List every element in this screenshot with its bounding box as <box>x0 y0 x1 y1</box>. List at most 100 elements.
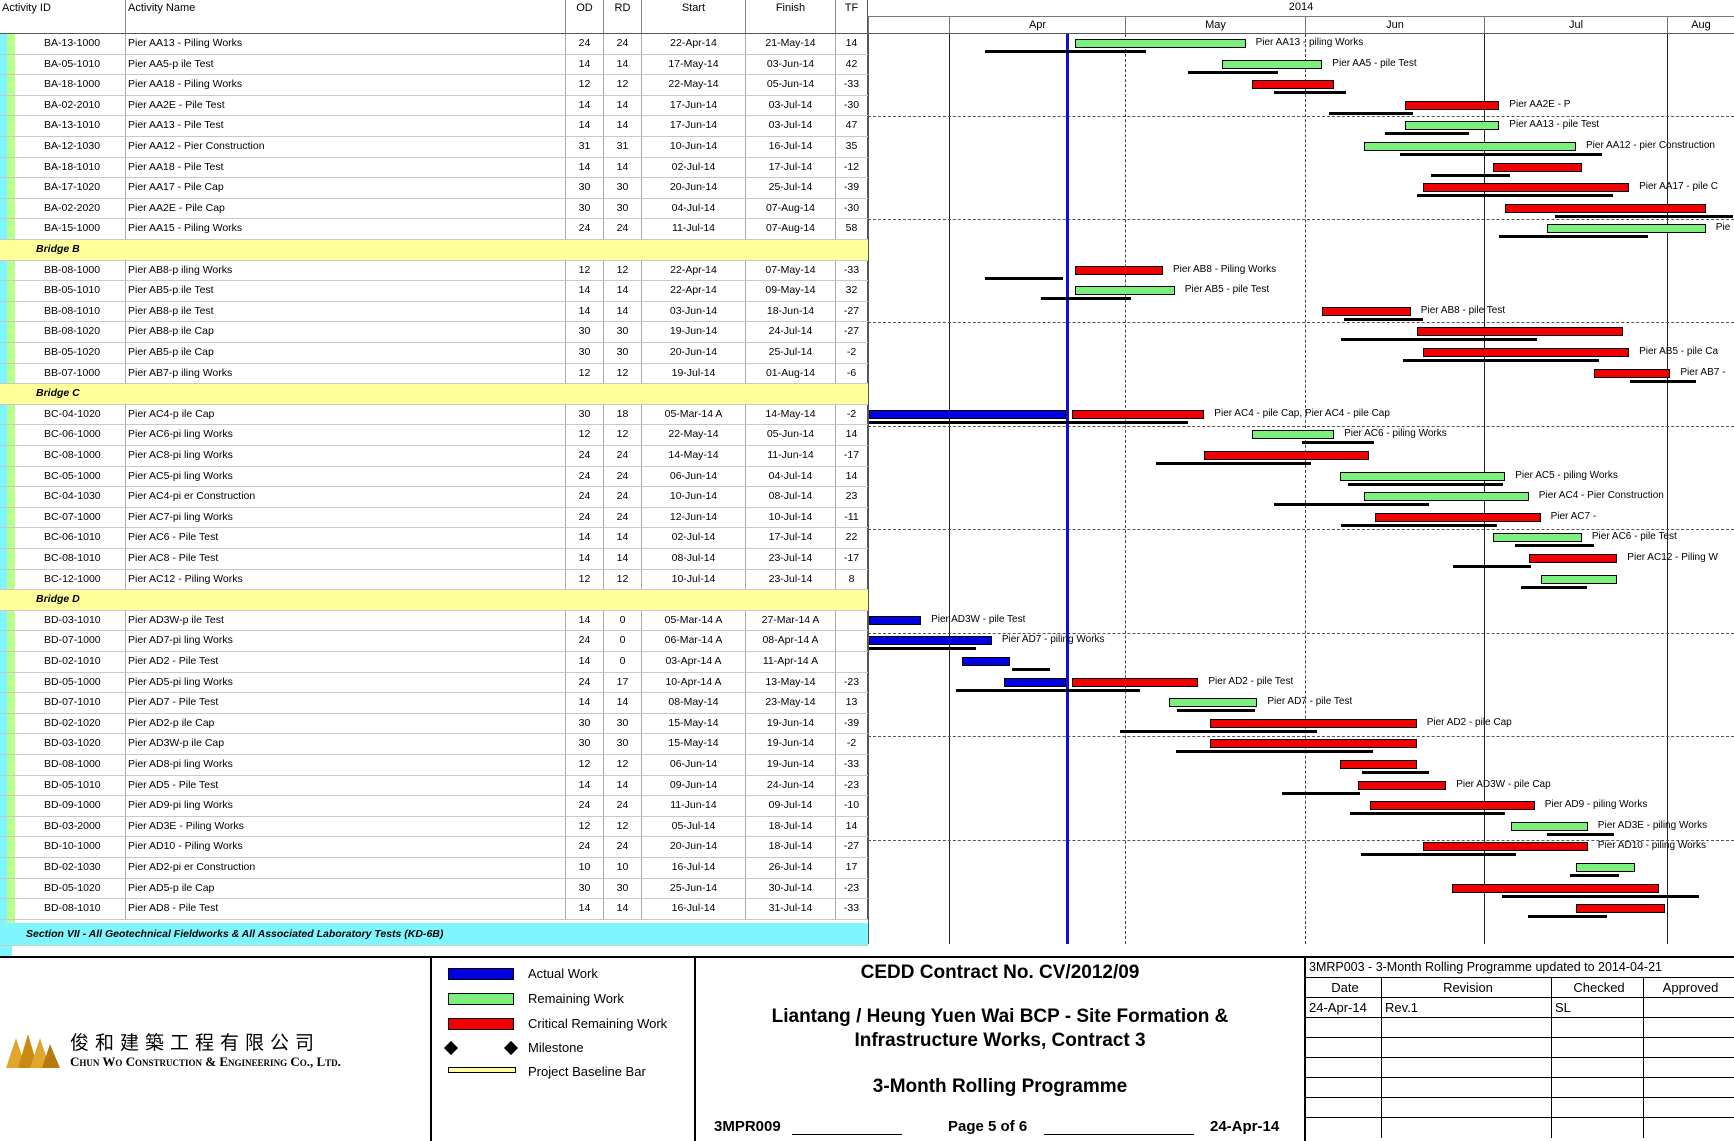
activity-row[interactable]: BD-02-1020 Pier AD2-p ile Cap 30 30 15-May-1… <box>0 713 868 735</box>
critical-remaining-bar[interactable] <box>1576 904 1665 914</box>
remaining-duration: 31 <box>604 137 642 157</box>
col-header-rd[interactable]: RD <box>604 0 642 34</box>
actual-work-bar[interactable] <box>869 615 922 625</box>
activity-row[interactable]: BC-08-1000 Pier AC8-pi ling Works 24 24 14-M… <box>0 446 868 467</box>
activity-row[interactable]: BA-18-1010 Pier AA18 - Pile Test 14 14 02-Ju… <box>0 157 868 179</box>
activity-row[interactable]: BA-02-2010 Pier AA2E - Pile Test 14 14 17-Ju… <box>0 95 868 117</box>
remaining-work-bar[interactable] <box>1511 821 1588 831</box>
activity-row[interactable]: BA-13-1010 Pier AA13 - Pile Test 14 14 17-Ju… <box>0 116 868 137</box>
col-header-id[interactable]: Activity ID <box>0 0 126 34</box>
remaining-work-bar[interactable] <box>1074 286 1175 296</box>
col-header-name[interactable]: Activity Name <box>126 0 566 34</box>
remaining-work-bar[interactable] <box>1546 224 1706 234</box>
critical-remaining-bar[interactable] <box>1210 739 1417 749</box>
activity-row[interactable]: BC-04-1020 Pier AC4-p ile Cap 30 18 05-Mar-1… <box>0 404 868 426</box>
col-header-finish[interactable]: Finish <box>746 0 836 34</box>
col-header-start[interactable]: Start <box>642 0 746 34</box>
critical-remaining-bar[interactable] <box>1422 842 1588 852</box>
group-row[interactable]: Bridge D <box>0 590 868 611</box>
activity-row[interactable]: BB-08-1000 Pier AB8-p iling Works 12 12 22-A… <box>0 260 868 282</box>
col-header-od[interactable]: OD <box>566 0 604 34</box>
remaining-work-bar[interactable] <box>1404 121 1500 131</box>
activity-row[interactable]: BD-05-1020 Pier AD5-p ile Cap 30 30 25-Jun-1… <box>0 878 868 900</box>
remaining-work-bar[interactable] <box>1222 59 1323 69</box>
remaining-work-bar[interactable] <box>1168 698 1258 708</box>
group-row[interactable]: Bridge C <box>0 384 868 405</box>
critical-remaining-bar[interactable] <box>1422 183 1630 193</box>
activity-row[interactable]: BB-05-1020 Pier AB5-p ile Cap 30 30 20-Jun-1… <box>0 343 868 364</box>
activity-row[interactable]: BC-04-1030 Pier AC4-pi er Construction 24 2… <box>0 487 868 508</box>
activity-row[interactable]: BD-07-1010 Pier AD7 - Pile Test 14 14 08-May… <box>0 693 868 714</box>
activity-row[interactable]: BA-05-1010 Pier AA5-p ile Test 14 14 17-May-… <box>0 54 868 76</box>
critical-remaining-bar[interactable] <box>1593 368 1671 378</box>
activity-row[interactable]: BD-05-1010 Pier AD5 - Pile Test 14 14 09-Jun… <box>0 775 868 797</box>
activity-row[interactable]: BA-17-1020 Pier AA17 - Pile Cap 30 30 20-Jun… <box>0 178 868 199</box>
activity-row[interactable]: BC-05-1000 Pier AC5-pi ling Works 24 24 06-J… <box>0 466 868 488</box>
activity-row[interactable]: BD-05-1000 Pier AD5-pi ling Works 24 17 10-A… <box>0 672 868 694</box>
remaining-duration: 30 <box>604 734 642 754</box>
actual-work-bar[interactable] <box>869 409 1066 419</box>
activity-row[interactable]: BC-06-1000 Pier AC6-pi ling Works 12 12 22-M… <box>0 425 868 446</box>
remaining-work-bar[interactable] <box>1340 471 1506 481</box>
bar-label: Pier AD7 - piling Works <box>1001 634 1105 646</box>
activity-row[interactable]: BD-08-1000 Pier AD8-pi ling Works 12 12 06-J… <box>0 755 868 776</box>
activity-row[interactable]: BA-15-1000 Pier AA15 - Piling Works 24 24 11… <box>0 219 868 240</box>
revision-empty-row <box>1306 1038 1734 1058</box>
remaining-work-bar[interactable] <box>1074 39 1246 48</box>
critical-remaining-bar[interactable] <box>1528 554 1618 563</box>
actual-work-bar[interactable] <box>1003 677 1066 687</box>
critical-remaining-bar[interactable] <box>1251 80 1335 90</box>
critical-remaining-bar[interactable] <box>1452 883 1659 893</box>
activity-row[interactable]: BB-08-1020 Pier AB8-p ile Cap 30 30 19-Jun-1… <box>0 322 868 343</box>
activity-row[interactable]: BD-03-2000 Pier AD3E - Piling Works 12 12 05… <box>0 816 868 838</box>
activity-row[interactable]: BD-10-1000 Pier AD10 - Piling Works 24 24 20… <box>0 837 868 858</box>
critical-remaining-bar[interactable] <box>1416 327 1624 337</box>
remaining-work-bar[interactable] <box>1251 430 1335 440</box>
critical-remaining-bar[interactable] <box>1072 677 1199 687</box>
col-header-tf[interactable]: TF <box>836 0 868 34</box>
actual-work-bar[interactable] <box>962 657 1010 666</box>
remaining-work-bar[interactable] <box>1363 492 1529 502</box>
activity-row[interactable]: BA-13-1000 Pier AA13 - Piling Works 24 24 22… <box>0 34 868 55</box>
start-date: 15-May-14 <box>642 734 746 754</box>
activity-row[interactable]: BD-07-1000 Pier AD7-pi ling Works 24 0 06-Ma… <box>0 631 868 652</box>
critical-remaining-bar[interactable] <box>1375 512 1541 522</box>
critical-remaining-bar[interactable] <box>1369 801 1535 811</box>
activity-row[interactable]: BC-12-1000 Pier AC12 - Piling Works 12 12 10… <box>0 569 868 591</box>
activity-row[interactable]: BD-02-1030 Pier AD2-pi er Construction 10 1… <box>0 858 868 879</box>
remaining-work-bar[interactable] <box>1576 863 1635 872</box>
critical-remaining-bar[interactable] <box>1493 162 1582 172</box>
critical-remaining-bar[interactable] <box>1322 306 1411 316</box>
critical-remaining-bar[interactable] <box>1204 451 1370 460</box>
critical-remaining-bar[interactable] <box>1404 100 1500 110</box>
remaining-work-bar[interactable] <box>1540 574 1618 584</box>
actual-work-bar[interactable] <box>869 636 992 646</box>
activity-row[interactable]: BC-07-1000 Pier AC7-pi ling Works 24 24 12-J… <box>0 507 868 529</box>
activity-row[interactable]: BD-08-1010 Pier AD8 - Pile Test 14 14 16-Jul… <box>0 899 868 920</box>
activity-row[interactable]: BB-05-1010 Pier AB5-p ile Test 14 14 22-Apr-… <box>0 281 868 302</box>
activity-row[interactable]: BC-06-1010 Pier AC6 - Pile Test 14 14 02-Jul… <box>0 528 868 549</box>
month-gridline <box>1305 34 1306 944</box>
activity-row[interactable]: BB-07-1000 Pier AB7-p iling Works 12 12 19-J… <box>0 363 868 385</box>
critical-remaining-bar[interactable] <box>1422 348 1630 357</box>
activity-row[interactable]: BD-02-1010 Pier AD2 - Pile Test 14 0 03-Apr-… <box>0 652 868 673</box>
section-row[interactable]: Section VII - All Geotechnical Fieldwork… <box>0 923 868 946</box>
activity-row[interactable]: BA-18-1000 Pier AA18 - Piling Works 12 12 22… <box>0 75 868 96</box>
critical-remaining-bar[interactable] <box>1340 760 1417 769</box>
remaining-work-bar[interactable] <box>1363 142 1576 151</box>
remaining-work-bar[interactable] <box>1493 533 1582 543</box>
activity-row[interactable]: BD-03-1020 Pier AD3W-p ile Cap 30 30 15-May-… <box>0 734 868 755</box>
activity-row[interactable]: BD-09-1000 Pier AD9-pi ling Works 24 24 11-J… <box>0 796 868 817</box>
page-number: Page 5 of 6 <box>948 1118 1028 1135</box>
group-row[interactable]: Bridge B <box>0 240 868 261</box>
activity-row[interactable]: BB-08-1010 Pier AB8-p ile Test 14 14 03-Jun-… <box>0 301 868 323</box>
critical-remaining-bar[interactable] <box>1074 265 1163 275</box>
critical-remaining-bar[interactable] <box>1505 203 1706 213</box>
activity-row[interactable]: BC-08-1010 Pier AC8 - Pile Test 14 14 08-Jul… <box>0 549 868 570</box>
activity-row[interactable]: BA-12-1030 Pier AA12 - Pier Construction 3… <box>0 137 868 158</box>
critical-remaining-bar[interactable] <box>1072 409 1205 419</box>
activity-row[interactable]: BA-02-2020 Pier AA2E - Pile Cap 30 30 04-Jul… <box>0 198 868 220</box>
critical-remaining-bar[interactable] <box>1210 718 1417 728</box>
critical-remaining-bar[interactable] <box>1357 780 1447 790</box>
activity-row[interactable]: BD-03-1010 Pier AD3W-p ile Test 14 0 05-Mar-… <box>0 610 868 632</box>
